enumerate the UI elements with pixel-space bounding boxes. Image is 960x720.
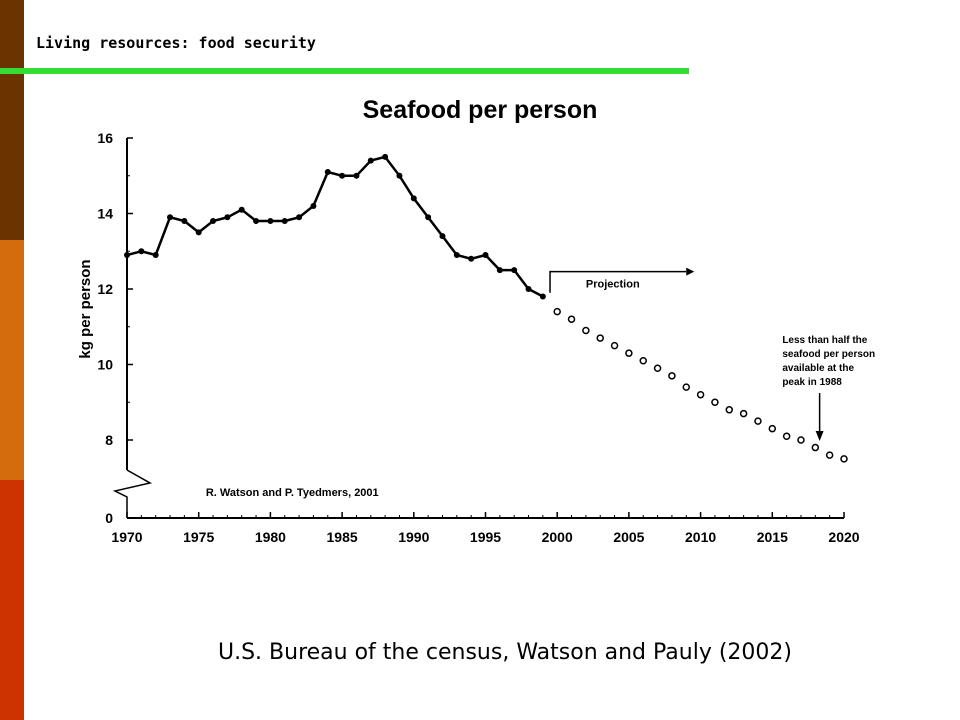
historical-point xyxy=(210,218,217,225)
axes xyxy=(112,137,845,519)
historical-line xyxy=(126,155,544,298)
historical-point xyxy=(525,286,532,292)
y-tick-label: 16 xyxy=(97,130,113,146)
historical-point xyxy=(152,252,159,259)
peak-note-line-1: Less than half the xyxy=(782,335,867,346)
historical-point xyxy=(253,218,260,225)
historical-point xyxy=(539,293,546,300)
historical-point xyxy=(224,214,231,221)
x-tick-label: 1990 xyxy=(398,529,429,545)
historical-point xyxy=(382,153,389,160)
x-tick-label: 1980 xyxy=(255,529,286,545)
x-tick-label: 1985 xyxy=(327,529,358,545)
tick-labels: 0 8 10 12 14 16 1970 1975 1980 1985 1990 1995 2000 20… xyxy=(97,130,859,545)
projection-point xyxy=(553,307,561,316)
peak-note-arrowhead xyxy=(815,431,824,441)
projection-point xyxy=(582,326,590,335)
historical-point xyxy=(238,206,245,213)
projection-point xyxy=(596,334,604,342)
projection-arrowhead xyxy=(686,267,695,276)
source-caption: U.S. Bureau of the census, Watson and Pa… xyxy=(218,640,792,665)
historical-point xyxy=(482,252,489,259)
y-tick-label: 12 xyxy=(97,281,113,297)
x-tick-label: 2010 xyxy=(685,529,716,545)
decor-band-bottom xyxy=(0,480,24,720)
historical-point xyxy=(324,168,331,175)
y-tick-label: 14 xyxy=(97,206,113,222)
peak-note: Less than half the seafood per person av… xyxy=(782,335,878,388)
projection-point xyxy=(725,406,734,414)
historical-point xyxy=(138,248,145,255)
projection-point xyxy=(754,417,762,425)
historical-point xyxy=(496,267,503,274)
projection-label: Projection xyxy=(586,279,640,291)
historical-point xyxy=(296,214,303,221)
historical-point xyxy=(124,252,130,259)
historical-point xyxy=(439,233,446,240)
decor-band-top xyxy=(0,0,24,240)
historical-point xyxy=(511,267,518,274)
historical-point xyxy=(310,202,317,209)
projection-point xyxy=(782,432,791,440)
peak-note-line-2: seafood per person xyxy=(782,349,875,360)
y-axis-break xyxy=(112,469,153,518)
projection-point xyxy=(668,372,676,380)
projection-point xyxy=(797,436,805,444)
historical-point xyxy=(281,218,288,225)
historical-point xyxy=(425,214,432,221)
projection-point xyxy=(840,455,848,463)
series-layer xyxy=(124,153,848,463)
historical-point xyxy=(410,195,417,202)
x-tick-label: 2020 xyxy=(828,529,859,545)
y-tick-label: 0 xyxy=(105,510,113,526)
historical-point xyxy=(396,172,403,179)
projection-point xyxy=(696,390,705,399)
projection-point xyxy=(682,383,691,391)
x-tick-label: 1975 xyxy=(183,529,214,545)
historical-point xyxy=(167,214,174,221)
heading-rule xyxy=(0,68,689,74)
peak-note-line-3: available at the xyxy=(782,363,854,374)
projection-point xyxy=(567,315,576,323)
x-tick-label: 1995 xyxy=(470,529,501,545)
historical-point xyxy=(195,229,202,236)
historical-point xyxy=(453,252,460,259)
projection-point xyxy=(811,443,820,452)
decor-band-middle xyxy=(0,240,24,480)
x-tick-label: 2000 xyxy=(542,529,573,545)
historical-point xyxy=(181,218,188,225)
projection-point xyxy=(711,398,719,406)
projection-point xyxy=(639,356,647,365)
projection-point xyxy=(825,451,834,459)
historical-point xyxy=(353,172,360,179)
y-axis-label: kg per person xyxy=(77,259,94,358)
peak-note-line-4: peak in 1988 xyxy=(782,377,842,388)
y-tick-label: 10 xyxy=(97,357,113,373)
slide-heading: Living resources: food security xyxy=(36,34,316,52)
x-tick-label: 1970 xyxy=(111,529,142,545)
projection-point xyxy=(739,409,748,418)
historical-point xyxy=(339,172,346,179)
credit-label: R. Watson and P. Tyedmers, 2001 xyxy=(206,487,379,499)
y-tick-label: 8 xyxy=(105,432,113,448)
projection-point xyxy=(625,349,633,357)
historical-point xyxy=(468,255,475,262)
x-tick-label: 2015 xyxy=(757,529,788,545)
chart-title: Seafood per person xyxy=(363,96,598,124)
projection-point xyxy=(610,341,619,350)
annotation-layer: Projection R. Watson and P. Tyedmers, 20… xyxy=(206,279,878,499)
projection-point xyxy=(768,424,777,433)
projection-point xyxy=(653,364,662,373)
seafood-chart: Seafood per person kg per person 0 8 10 12 1… xyxy=(77,96,878,545)
historical-point xyxy=(367,157,374,164)
x-tick-label: 2005 xyxy=(613,529,644,545)
historical-point xyxy=(267,218,274,225)
